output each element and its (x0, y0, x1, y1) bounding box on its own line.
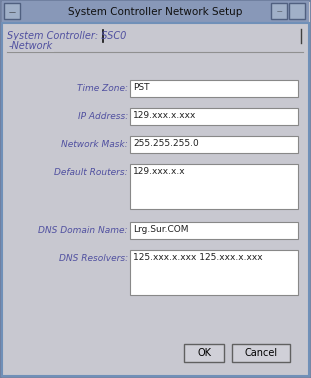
FancyBboxPatch shape (2, 23, 309, 376)
FancyBboxPatch shape (130, 222, 298, 239)
FancyBboxPatch shape (130, 108, 298, 125)
Text: 129.xxx.x.xxx: 129.xxx.x.xxx (133, 112, 196, 121)
Text: System Controller Network Setup: System Controller Network Setup (68, 7, 243, 17)
FancyBboxPatch shape (184, 344, 224, 362)
FancyBboxPatch shape (130, 80, 298, 97)
Text: Lrg.Sur.COM: Lrg.Sur.COM (133, 226, 188, 234)
Text: 255.255.255.0: 255.255.255.0 (133, 139, 199, 149)
Text: PST: PST (133, 84, 150, 93)
Text: Cancel: Cancel (244, 348, 277, 358)
Text: -Network: -Network (9, 41, 53, 51)
FancyBboxPatch shape (289, 3, 305, 19)
Text: System Controller: SSC0: System Controller: SSC0 (7, 31, 126, 41)
Text: OK: OK (197, 348, 211, 358)
Text: 125.xxx.x.xxx 125.xxx.x.xxx: 125.xxx.x.xxx 125.xxx.x.xxx (133, 254, 262, 262)
Text: —: — (8, 9, 16, 15)
FancyBboxPatch shape (271, 3, 287, 19)
Text: —: — (276, 9, 282, 14)
FancyBboxPatch shape (130, 250, 298, 295)
Text: IP Address:: IP Address: (78, 112, 128, 121)
Text: DNS Domain Name:: DNS Domain Name: (39, 226, 128, 235)
Text: Time Zone:: Time Zone: (77, 84, 128, 93)
Text: Network Mask:: Network Mask: (61, 140, 128, 149)
Text: Default Routers:: Default Routers: (54, 168, 128, 177)
Text: DNS Resolvers:: DNS Resolvers: (59, 254, 128, 263)
FancyBboxPatch shape (2, 1, 309, 23)
Text: 129.xxx.x.x: 129.xxx.x.x (133, 167, 186, 177)
FancyBboxPatch shape (130, 136, 298, 153)
FancyBboxPatch shape (232, 344, 290, 362)
FancyBboxPatch shape (4, 3, 20, 19)
FancyBboxPatch shape (130, 164, 298, 209)
